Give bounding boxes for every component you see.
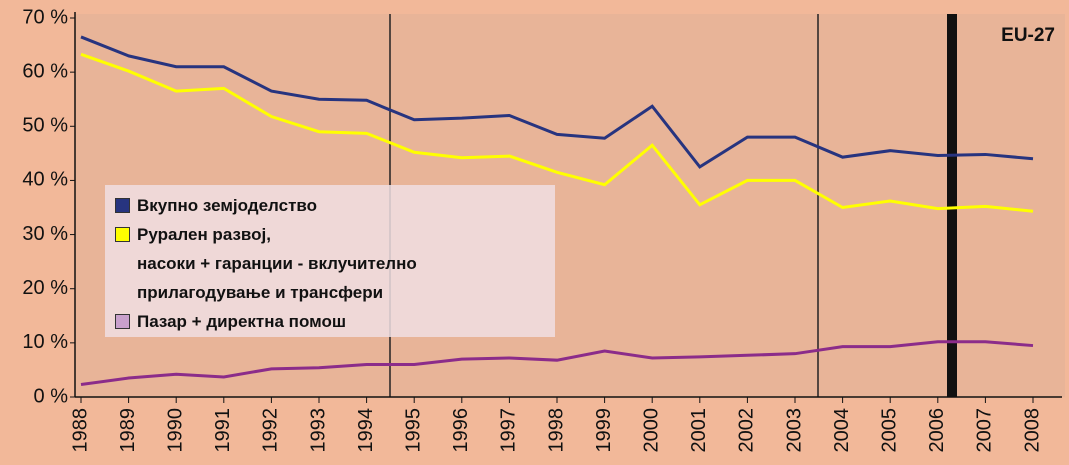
x-tick-label: 1991 — [212, 408, 234, 453]
legend-swatch — [115, 314, 130, 329]
legend-item: Рурален развој, насоки + гаранции - вклу… — [115, 220, 417, 307]
legend-item: Вкупно земјоделство — [115, 191, 317, 220]
x-tick-label: 1995 — [402, 408, 424, 453]
legend-label: Вкупно земјоделство — [137, 196, 317, 215]
x-tick-label: 2001 — [688, 408, 710, 453]
x-tick-label: 1996 — [450, 408, 472, 453]
x-tick-label: 2003 — [783, 408, 805, 453]
y-tick-label: 0 % — [34, 385, 69, 407]
x-tick-label: 2000 — [640, 408, 662, 453]
legend: Вкупно земјоделство Рурален развој, насок… — [105, 185, 555, 337]
y-tick-label: 40 % — [22, 169, 68, 191]
x-tick-label: 1990 — [164, 408, 186, 453]
x-tick-label: 2005 — [878, 408, 900, 453]
legend-swatch — [115, 227, 130, 242]
y-tick-label: 50 % — [22, 115, 68, 137]
legend-label: Пазар + директна помош — [137, 312, 346, 331]
chart: EU-27 0 % 10 % 20 % 30 % 40 % 50 % 60 % 70 % 198… — [0, 0, 1069, 465]
x-tick-label: 1988 — [69, 408, 91, 453]
y-tick-label: 10 % — [22, 331, 68, 353]
y-tick-label: 20 % — [22, 277, 68, 299]
legend-swatch — [115, 198, 130, 213]
x-tick-label: 2006 — [926, 408, 948, 453]
y-tick-label: 70 % — [22, 6, 68, 28]
x-tick-label: 1989 — [117, 408, 139, 453]
x-tick-label: 2008 — [1021, 408, 1043, 453]
x-tick-label: 1992 — [260, 408, 282, 453]
x-tick-label: 2007 — [974, 408, 996, 453]
x-tick-label: 1997 — [498, 408, 520, 453]
y-tick-label: 30 % — [22, 223, 68, 245]
x-tick-label: 1993 — [307, 408, 329, 453]
legend-item: Пазар + директна помош — [115, 307, 346, 336]
x-tick-label: 2004 — [831, 408, 853, 453]
annotation: EU-27 — [1001, 25, 1055, 46]
x-tick-label: 1999 — [593, 408, 615, 453]
eu27-divider — [947, 14, 957, 397]
x-tick-label: 2002 — [736, 408, 758, 453]
x-tick-label: 1998 — [545, 408, 567, 453]
y-tick-label: 60 % — [22, 60, 68, 82]
x-tick-label: 1994 — [355, 408, 377, 453]
legend-label: Рурален развој, насоки + гаранции - вклу… — [137, 225, 417, 302]
